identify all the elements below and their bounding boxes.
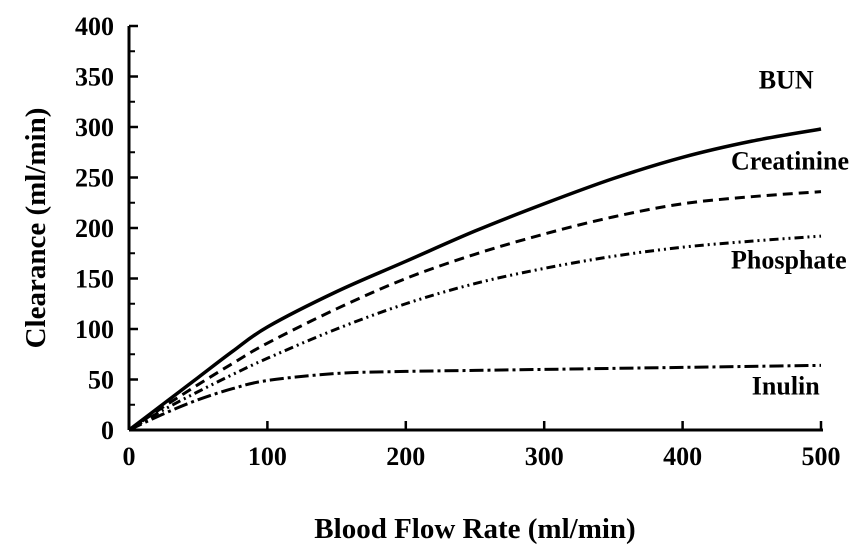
x-axis-label: Blood Flow Rate (ml/min): [314, 513, 635, 545]
series-line-inulin: [128, 363, 822, 432]
y-tick-label: 350: [75, 63, 114, 92]
curve-label-inulin: Inulin: [752, 372, 820, 401]
curve-labels: BUN Creatinine Phosphate Inulin: [731, 66, 849, 401]
y-tick-label: 100: [75, 315, 114, 344]
series-line-bun: [127, 127, 822, 432]
x-tick-label: 100: [248, 442, 287, 471]
x-tick-label: 400: [663, 442, 702, 471]
curve-label-phosphate: Phosphate: [731, 245, 847, 274]
y-tick-label: 150: [75, 265, 114, 294]
x-tick-label: 500: [802, 442, 841, 471]
series-line-phosphate: [128, 234, 822, 432]
y-axis-label: Clearance (ml/min): [20, 108, 52, 349]
x-tick-label: 0: [123, 442, 136, 471]
y-tick-label: 50: [88, 366, 114, 395]
y-tick-label: 0: [101, 416, 114, 445]
y-tick-label: 300: [75, 113, 114, 142]
y-tick-label: 250: [75, 164, 114, 193]
series-group: [127, 127, 822, 432]
y-tick-label: 400: [75, 12, 114, 41]
axes: 0 100 200 300 400 500 0 50 100 150 200 250 300 350 400: [75, 12, 841, 471]
y-tick-label: 200: [75, 214, 114, 243]
curve-label-bun: BUN: [759, 66, 814, 95]
x-tick-label: 300: [525, 442, 564, 471]
x-tick-label: 200: [386, 442, 425, 471]
curve-label-creatinine: Creatinine: [731, 146, 849, 175]
series-line-creatinine: [128, 190, 822, 432]
